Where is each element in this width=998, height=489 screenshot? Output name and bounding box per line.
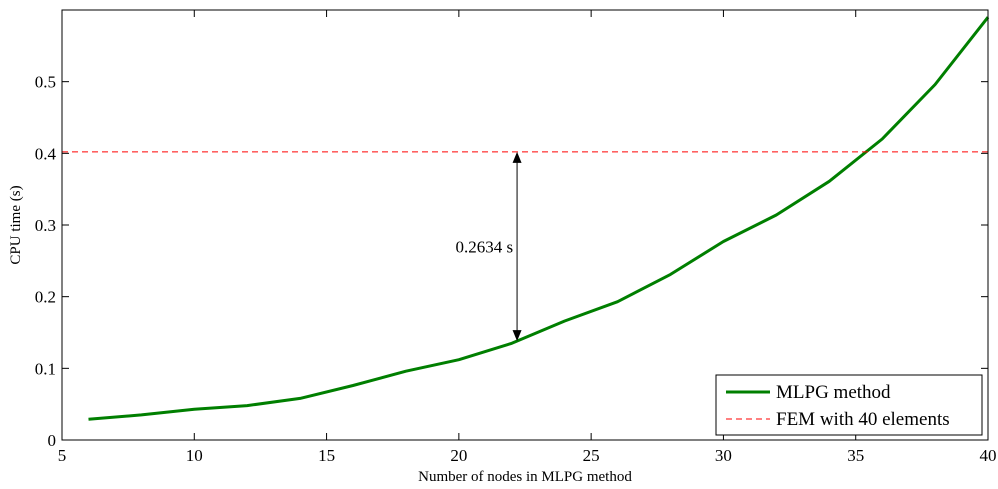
series-line-0 [88, 16, 990, 421]
annotation-layer: 0.2634 s [455, 151, 522, 342]
measure-arrow-head-bottom [512, 330, 522, 342]
x-tick-label: 15 [318, 446, 335, 465]
x-tick-label: 35 [847, 446, 864, 465]
y-tick-label: 0.5 [35, 73, 56, 92]
y-tick-label: 0 [48, 431, 57, 450]
x-tick-label: 5 [58, 446, 67, 465]
measure-label: 0.2634 s [455, 238, 513, 257]
plot-area [62, 16, 990, 421]
y-axis-title: CPU time (s) [8, 185, 24, 264]
legend: MLPG method FEM with 40 elements [715, 374, 983, 436]
x-tick-label: 30 [715, 446, 732, 465]
legend-box [715, 374, 983, 436]
y-tick-label: 0.4 [35, 144, 57, 163]
x-tick-label: 25 [583, 446, 600, 465]
x-tick-label: 10 [186, 446, 203, 465]
y-tick-label: 0.2 [35, 288, 56, 307]
measure-arrow-head-top [512, 151, 522, 163]
x-tick-label: 20 [450, 446, 467, 465]
x-tick-label: 40 [980, 446, 997, 465]
y-tick-label: 0.3 [35, 216, 56, 235]
legend-label-0: MLPG method [776, 382, 891, 403]
y-tick-label: 0.1 [35, 359, 56, 378]
x-axis-title: Number of nodes in MLPG method [418, 469, 632, 484]
legend-label-1: FEM with 40 elements [776, 409, 950, 430]
axes: 5 10 15 20 25 30 35 40 0 0.1 0.2 0.3 0.4 0.5 Number of… [8, 9, 997, 485]
